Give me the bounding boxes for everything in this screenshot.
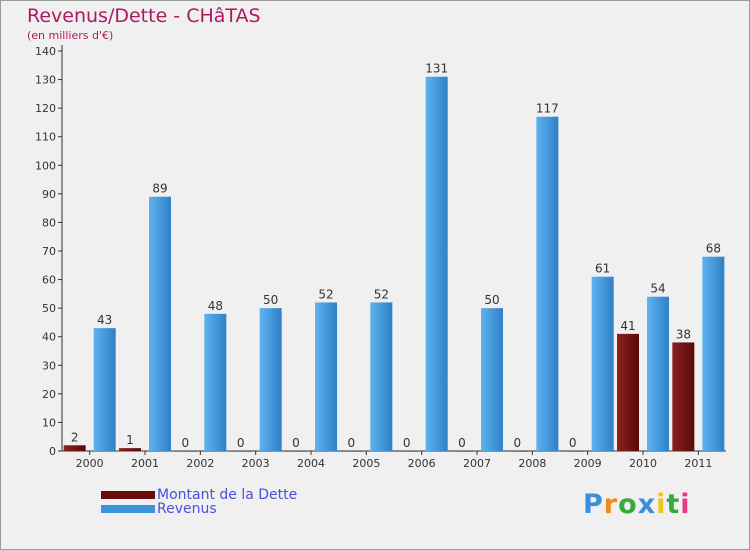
x-tick-label: 2002 <box>186 457 214 470</box>
bar-revenus-2004 <box>315 302 337 451</box>
value-label-debt-2004: 0 <box>292 436 300 450</box>
bar-revenus-2011 <box>702 256 725 451</box>
y-tick-label: 110 <box>35 131 56 144</box>
value-label-debt-2007: 0 <box>458 436 466 450</box>
value-label-revenus-2008: 117 <box>536 102 559 116</box>
logo-letter: r <box>603 489 619 520</box>
y-tick-label: 70 <box>42 245 56 258</box>
y-tick-label: 0 <box>49 445 56 458</box>
bar-debt-2000 <box>63 445 86 451</box>
value-label-revenus-2010: 54 <box>650 282 665 296</box>
chart-subtitle: (en milliers d'€) <box>27 29 114 42</box>
value-label-debt-2009: 0 <box>569 436 577 450</box>
bar-revenus-2007 <box>481 308 503 451</box>
bar-debt-2008 <box>506 451 529 452</box>
bars-group <box>63 76 725 452</box>
value-label-debt-2003: 0 <box>237 436 245 450</box>
logo-letter: x <box>637 489 657 520</box>
x-tick-label: 2000 <box>76 457 104 470</box>
logo-letter: i <box>680 489 691 520</box>
bar-debt-2010 <box>617 333 639 451</box>
x-tick-label: 2001 <box>131 457 159 470</box>
legend-swatch-debt <box>101 491 155 499</box>
bar-debt-2006 <box>395 451 418 452</box>
bar-debt-2009 <box>561 451 584 452</box>
value-label-revenus-2005: 52 <box>374 287 389 301</box>
value-label-revenus-2009: 61 <box>595 262 610 276</box>
y-tick-label: 20 <box>42 388 56 401</box>
chart-title: Revenus/Dette - CHâTAS <box>27 5 261 27</box>
y-tick-label: 80 <box>42 216 56 229</box>
bar-revenus-2001 <box>149 196 171 451</box>
bar-revenus-2006 <box>425 76 448 451</box>
bar-revenus-2005 <box>370 302 393 451</box>
logo-letter: i <box>656 489 667 520</box>
legend-item-revenus: Revenus <box>101 501 217 517</box>
bar-revenus-2010 <box>647 296 669 451</box>
value-label-debt-2006: 0 <box>403 436 411 450</box>
value-label-revenus-2007: 50 <box>484 293 499 307</box>
value-label-revenus-2002: 48 <box>208 299 223 313</box>
x-tick-label: 2004 <box>297 457 325 470</box>
x-tick-label: 2006 <box>408 457 436 470</box>
logo-letter: t <box>666 489 681 520</box>
y-tick-label: 100 <box>35 159 56 172</box>
bar-revenus-2000 <box>93 328 116 451</box>
bar-debt-2003 <box>229 451 252 452</box>
legend-item-debt: Montant de la Dette <box>101 487 297 503</box>
bar-debt-2007 <box>451 451 473 452</box>
value-label-debt-2010: 41 <box>620 319 635 333</box>
bar-debt-2001 <box>119 448 141 451</box>
bar-revenus-2008 <box>536 116 559 451</box>
y-tick-label: 130 <box>35 74 56 87</box>
value-label-revenus-2006: 131 <box>425 62 448 76</box>
value-label-debt-2002: 0 <box>182 436 190 450</box>
bar-debt-2011 <box>672 342 695 451</box>
bar-revenus-2003 <box>259 308 282 451</box>
value-label-debt-2008: 0 <box>514 436 522 450</box>
x-tick-label: 2011 <box>684 457 712 470</box>
value-label-revenus-2004: 52 <box>318 287 333 301</box>
legend-swatch-revenus <box>101 505 155 513</box>
x-tick-label: 2005 <box>352 457 380 470</box>
value-label-debt-2001: 1 <box>126 433 134 447</box>
y-tick-label: 60 <box>42 274 56 287</box>
value-label-revenus-2000: 43 <box>97 313 112 327</box>
x-tick-label: 2007 <box>463 457 491 470</box>
value-labels-group: 2 1 0 0 0 0 0 0 0 0 41 38 43 89 48 50 52 52 131 50 117 61 54 68 <box>71 62 721 450</box>
value-label-debt-2011: 38 <box>676 327 691 341</box>
value-label-debt-2000: 2 <box>71 430 79 444</box>
y-tick-label: 120 <box>35 102 56 115</box>
x-tick-label: 2003 <box>242 457 270 470</box>
y-tick-label: 90 <box>42 188 56 201</box>
y-tick-label: 140 <box>35 45 56 58</box>
bar-debt-2005 <box>340 451 363 452</box>
value-label-revenus-2001: 89 <box>152 182 167 196</box>
bar-debt-2002 <box>174 451 197 452</box>
y-tick-label: 30 <box>42 359 56 372</box>
bar-revenus-2002 <box>204 313 227 451</box>
x-tick-label: 2008 <box>518 457 546 470</box>
logo-letter: o <box>618 489 638 520</box>
value-label-revenus-2003: 50 <box>263 293 278 307</box>
logo-letter: P <box>583 489 604 520</box>
legend-label-revenus: Revenus <box>157 501 217 517</box>
x-tick-label: 2009 <box>574 457 602 470</box>
value-label-debt-2005: 0 <box>348 436 356 450</box>
x-tick-label: 2010 <box>629 457 657 470</box>
y-tick-label: 50 <box>42 302 56 315</box>
proxiti-logo: Proxiti <box>583 489 691 520</box>
value-label-revenus-2011: 68 <box>706 242 721 256</box>
legend-label-debt: Montant de la Dette <box>157 487 298 503</box>
y-tick-label: 40 <box>42 331 56 344</box>
bar-debt-2004 <box>285 451 307 452</box>
y-tick-label: 10 <box>42 416 56 429</box>
bar-revenus-2009 <box>591 276 614 451</box>
